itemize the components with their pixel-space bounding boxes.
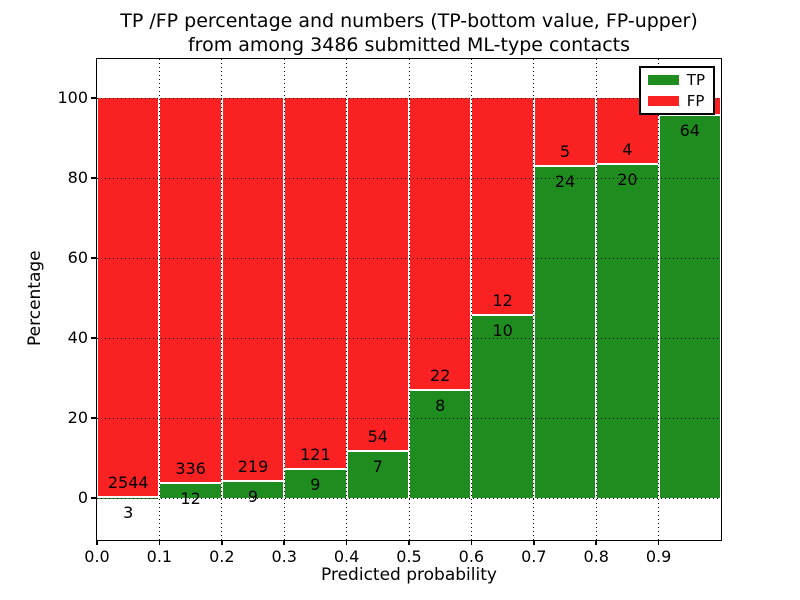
gridline-horizontal [97, 177, 721, 179]
x-tick-label: 0.5 [396, 547, 422, 566]
bar-segment-tp [658, 115, 721, 498]
gridline-horizontal [97, 417, 721, 419]
gridline-horizontal [97, 97, 721, 99]
y-tick [91, 97, 96, 99]
x-tick [345, 540, 348, 545]
legend-label-fp: FP [686, 92, 705, 110]
bar-segment-tp [346, 452, 409, 498]
y-tick-label: 20 [67, 408, 88, 427]
bar-segment-tp [221, 482, 285, 498]
fp-count-label: 5 [559, 141, 571, 161]
plot-area: TP FP 2544 3 336 12 219 9 121 9 54 7 22 8 12 10 5 24 4 20… [96, 58, 722, 541]
x-tick [283, 540, 285, 545]
gridline-vertical [221, 59, 223, 540]
tp-count-label: 7 [372, 457, 383, 477]
fp-count-label: 2544 [107, 472, 149, 492]
fp-swatch-icon [647, 96, 679, 106]
gridline-horizontal [97, 337, 721, 339]
gridline-horizontal [97, 497, 721, 499]
bar-segment-tp [159, 484, 222, 498]
y-axis-label: Percentage [25, 250, 45, 347]
tp-swatch-icon [647, 75, 679, 85]
tp-count-label: 9 [247, 487, 259, 507]
legend-item-tp: TP [647, 71, 705, 89]
bar-segment-tp [596, 164, 659, 498]
fp-count-label: 54 [367, 427, 388, 447]
x-tick-label: 0.2 [209, 547, 235, 566]
x-tick-label: 0.8 [583, 547, 609, 566]
legend: TP FP [638, 66, 715, 115]
legend-item-fp: FP [647, 92, 705, 110]
x-tick [221, 540, 223, 545]
tp-count-label: 10 [492, 321, 513, 341]
bar-segment-fp [284, 98, 347, 471]
gridline-vertical [533, 59, 535, 540]
bar-segment-tp [471, 316, 534, 498]
bar-segment-fp [97, 98, 160, 498]
y-tick [91, 337, 96, 339]
bar-segment-fp [471, 98, 534, 317]
x-tick [657, 540, 660, 545]
x-tick [158, 540, 161, 545]
gridline-vertical [658, 59, 660, 540]
y-tick-label: 60 [67, 248, 88, 267]
tp-count-label: 8 [435, 396, 446, 416]
fp-count-label: 4 [622, 139, 633, 159]
bar-segment-fp [221, 98, 285, 483]
x-tick [96, 540, 98, 545]
bar-segment-fp [346, 98, 409, 453]
gridline-vertical [158, 59, 160, 540]
bar-segment-fp [409, 98, 472, 392]
x-tick [595, 540, 597, 545]
bar-segment-tp [409, 391, 472, 498]
gridline-vertical [283, 59, 285, 540]
x-tick-label: 0.3 [271, 547, 297, 566]
fp-count-label: 12 [492, 291, 513, 311]
x-tick-label: 0.0 [84, 547, 110, 566]
tp-count-label: 9 [310, 475, 321, 495]
tp-count-label: 3 [123, 502, 134, 522]
y-tick-label: 40 [67, 328, 88, 347]
y-tick-label: 0 [77, 488, 88, 507]
gridline-horizontal [97, 257, 721, 259]
x-tick-label: 0.4 [333, 547, 360, 566]
y-tick [91, 177, 96, 179]
gridline-vertical [408, 59, 410, 540]
y-tick [91, 257, 96, 259]
x-tick [470, 540, 473, 545]
x-tick-label: 0.7 [521, 547, 547, 566]
chart-title-line1: TP /FP percentage and numbers (TP-bottom… [120, 10, 698, 32]
y-tick [91, 497, 96, 499]
bar-segment-fp [159, 98, 222, 485]
x-axis-label: Predicted probability [321, 565, 497, 585]
x-tick-label: 0.1 [146, 547, 173, 566]
chart-title: TP /FP percentage and numbers (TP-bottom… [97, 9, 721, 57]
gridline-vertical [346, 59, 348, 540]
gridline-vertical [470, 59, 472, 540]
tp-count-label: 24 [554, 171, 576, 191]
bar-segment-tp [284, 470, 347, 498]
fp-count-label: 121 [300, 445, 331, 465]
x-tick [533, 540, 535, 545]
tp-count-label: 20 [617, 169, 638, 189]
chart-title-line2: from among 3486 submitted ML-type contac… [187, 34, 631, 56]
x-tick-label: 0.6 [458, 547, 485, 566]
bar-segment-tp [533, 166, 597, 498]
legend-label-tp: TP [686, 71, 705, 89]
fp-count-label: 219 [237, 457, 269, 477]
tp-count-label: 12 [180, 489, 201, 509]
x-tick-label: 0.9 [645, 547, 672, 566]
y-tick [91, 417, 96, 419]
gridline-vertical [595, 59, 597, 540]
y-tick-label: 100 [57, 88, 88, 107]
fp-count-label: 22 [430, 366, 451, 386]
fp-count-label: 336 [175, 459, 206, 479]
bar-segment-fp [533, 98, 597, 167]
x-tick [408, 540, 410, 545]
tp-count-label: 64 [679, 120, 700, 140]
y-tick-label: 80 [67, 168, 88, 187]
